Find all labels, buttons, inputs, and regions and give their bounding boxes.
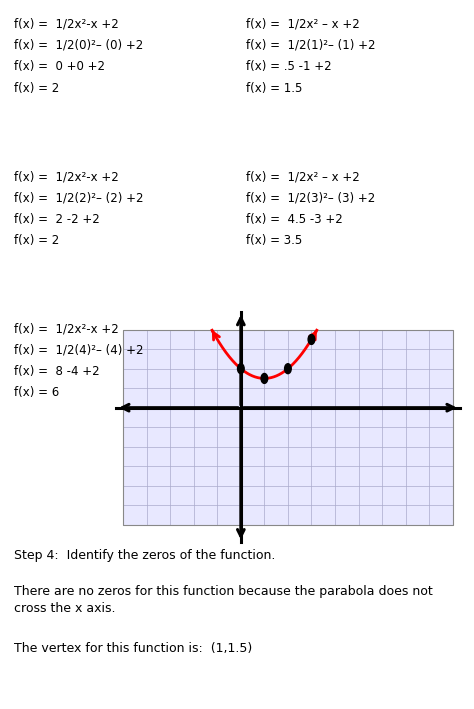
Circle shape: [237, 364, 244, 374]
Text: f(x) =  1/2(4)²– (4) +2: f(x) = 1/2(4)²– (4) +2: [14, 344, 144, 357]
Text: f(x) = 2: f(x) = 2: [14, 234, 59, 247]
Circle shape: [308, 335, 315, 345]
Text: f(x) =  0 +0 +2: f(x) = 0 +0 +2: [14, 60, 105, 73]
Bar: [123, 330, 453, 525]
Text: f(x) =  1/2x²-x +2: f(x) = 1/2x²-x +2: [14, 170, 119, 183]
Text: f(x) =  1/2x²-x +2: f(x) = 1/2x²-x +2: [14, 323, 119, 335]
Text: f(x) = .5 -1 +2: f(x) = .5 -1 +2: [246, 60, 332, 73]
Text: f(x) =  8 -4 +2: f(x) = 8 -4 +2: [14, 365, 100, 378]
Circle shape: [284, 364, 291, 374]
Text: f(x) =  1/2x² – x +2: f(x) = 1/2x² – x +2: [246, 18, 360, 30]
Text: f(x) =  1/2(1)²– (1) +2: f(x) = 1/2(1)²– (1) +2: [246, 39, 376, 52]
Text: f(x) =  1/2x² – x +2: f(x) = 1/2x² – x +2: [246, 170, 360, 183]
Text: f(x) =  1/2x²-x +2: f(x) = 1/2x²-x +2: [14, 18, 119, 30]
Text: f(x) = 2: f(x) = 2: [14, 82, 59, 94]
Circle shape: [261, 374, 268, 384]
Bar: [123, 330, 453, 525]
Text: The vertex for this function is:  (1,1.5): The vertex for this function is: (1,1.5): [14, 642, 253, 654]
Text: f(x) =  1/2(3)²– (3) +2: f(x) = 1/2(3)²– (3) +2: [246, 191, 376, 204]
Text: Step 4:  Identify the zeros of the function.: Step 4: Identify the zeros of the functi…: [14, 549, 275, 562]
Text: f(x) =  1/2(0)²– (0) +2: f(x) = 1/2(0)²– (0) +2: [14, 39, 144, 52]
Text: f(x) = 1.5: f(x) = 1.5: [246, 82, 303, 94]
Text: There are no zeros for this function because the parabola does not
cross the x a: There are no zeros for this function bec…: [14, 585, 433, 615]
Text: f(x) = 3.5: f(x) = 3.5: [246, 234, 303, 247]
Text: f(x) =  1/2(2)²– (2) +2: f(x) = 1/2(2)²– (2) +2: [14, 191, 144, 204]
Text: f(x) = 6: f(x) = 6: [14, 386, 59, 399]
Text: f(x) =  4.5 -3 +2: f(x) = 4.5 -3 +2: [246, 213, 343, 225]
Text: f(x) =  2 -2 +2: f(x) = 2 -2 +2: [14, 213, 100, 225]
